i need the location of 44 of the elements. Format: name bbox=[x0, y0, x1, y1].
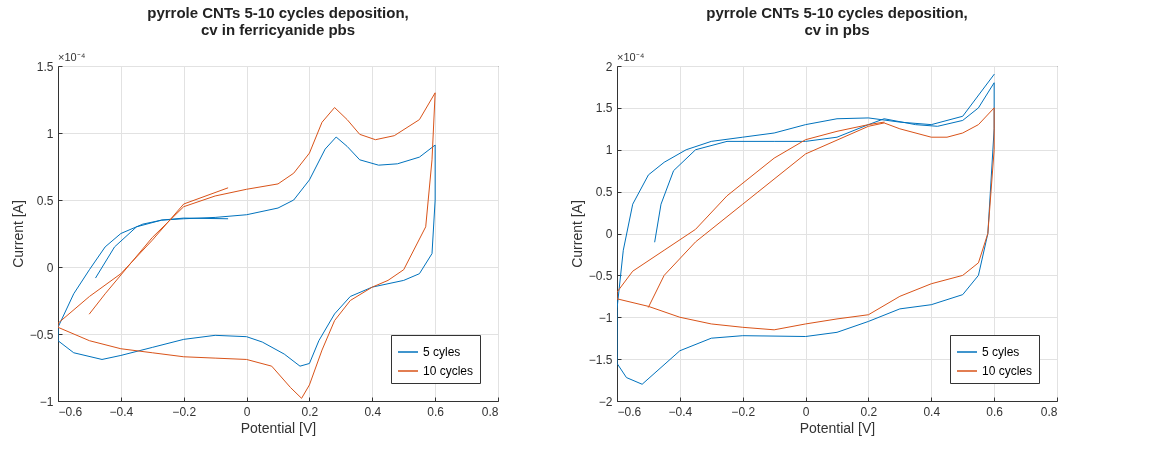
y-tick-label: 1 bbox=[46, 126, 54, 141]
x-axis-title: Potential [V] bbox=[799, 419, 876, 436]
text: ×10⁻⁴ bbox=[617, 51, 645, 63]
x-tick-label: −0.6 bbox=[58, 404, 83, 419]
y-tick-label: 0 bbox=[46, 260, 54, 275]
x-tick-label: 0 bbox=[802, 404, 810, 419]
chart-title: pyrrole CNTs 5-10 cycles deposition, cv in ferricyanide pbs bbox=[147, 4, 409, 38]
y-tick-label: −1 bbox=[598, 310, 613, 325]
y-tick-label: −1 bbox=[39, 394, 54, 409]
x-tick-label: 0.8 bbox=[1040, 404, 1058, 419]
y-tick-label: −0.5 bbox=[588, 268, 613, 283]
y-tick-label: 1 bbox=[605, 143, 613, 158]
x-tick-label: −0.2 bbox=[172, 404, 197, 419]
x-tick-label: 0.8 bbox=[481, 404, 499, 419]
y-tick-label: 2 bbox=[605, 59, 613, 74]
legend-label: 5 cyles bbox=[423, 345, 461, 359]
line-series bbox=[617, 107, 995, 331]
y-tick-label: 0 bbox=[605, 227, 613, 241]
y-tick-label: 0.5 bbox=[595, 185, 613, 200]
y-tick-label: 1.5 bbox=[36, 59, 54, 74]
x-tick-label: −0.4 bbox=[668, 404, 693, 419]
y-tick-label: 1.5 bbox=[595, 101, 613, 116]
y-tick-label: −2 bbox=[598, 394, 613, 409]
x-tick-label: −0.6 bbox=[617, 404, 642, 419]
y-tick-label: −1.5 bbox=[588, 352, 613, 367]
x-tick-label: 0.6 bbox=[986, 404, 1004, 419]
x-tick-label: 0.4 bbox=[364, 404, 382, 419]
x-tick-label: 0.6 bbox=[427, 404, 445, 419]
y-axis-title: Current [A] bbox=[568, 200, 585, 268]
legend-label: 10 cycles bbox=[982, 364, 1033, 378]
legend-label: 10 cycles bbox=[423, 364, 474, 378]
x-tick-label: 0.4 bbox=[923, 404, 941, 419]
x-tick-label: 0.2 bbox=[860, 404, 878, 419]
x-axis-title: Potential [V] bbox=[240, 419, 317, 436]
chart-title: pyrrole CNTs 5-10 cycles deposition, cv in pbs bbox=[706, 4, 968, 38]
y-tick-label: −0.5 bbox=[29, 327, 54, 342]
text: ×10⁻⁴ bbox=[58, 51, 86, 63]
y-axis-title: Current [A] bbox=[9, 200, 26, 268]
x-tick-label: −0.2 bbox=[731, 404, 756, 419]
x-tick-label: 0.2 bbox=[301, 404, 319, 419]
x-tick-label: −0.4 bbox=[109, 404, 134, 419]
legend-label: 5 cyles bbox=[982, 345, 1020, 359]
x-tick-label: 0 bbox=[243, 404, 251, 419]
y-tick-label: 0.5 bbox=[36, 193, 54, 208]
